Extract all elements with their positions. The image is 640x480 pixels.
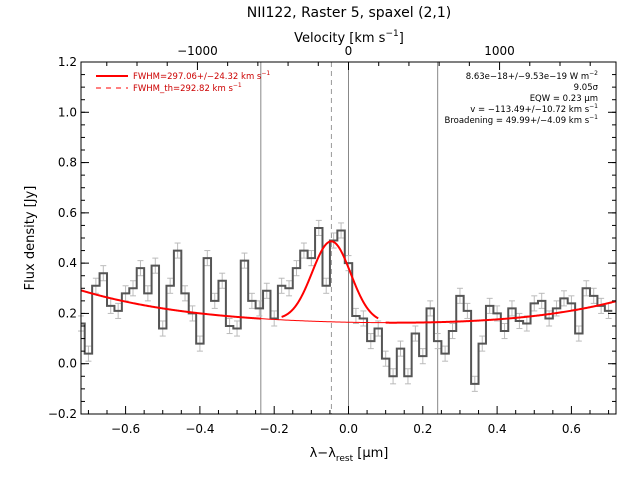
annotation-sigma: 9.05σ (574, 83, 599, 93)
annotation-flux: 8.63e−18+/−9.53e−19 W m−2 (466, 70, 598, 82)
y-tick-label-5: 0.8 (58, 156, 77, 170)
annotation-velocity: v = −113.49+/−10.72 km s−1 (470, 103, 598, 115)
y-tick-label-6: 1.0 (58, 105, 77, 119)
y-axis-label: Flux density [Jy] (23, 186, 38, 291)
x-tick-label-2: −0.2 (260, 422, 289, 436)
legend-label-fwhm: FWHM=297.06+/−24.32 km s−1 (133, 70, 270, 82)
continuum-fit-left (80, 289, 261, 320)
x-tick-label-3: 0.0 (339, 422, 358, 436)
annotation-broadening: Broadening = 49.99+/−4.09 km s−1 (445, 114, 599, 126)
top-tick-label-0: −1000 (177, 44, 218, 58)
gaussian-fit-line (281, 240, 379, 320)
reference-lines (260, 62, 439, 414)
fit-annotations: 8.63e−18+/−9.53e−19 W m−2 9.05σ EQW = 0.… (445, 70, 599, 126)
annotation-eqw: EQW = 0.23 μm (530, 94, 598, 104)
fit-curves (80, 240, 617, 324)
y-tick-label-0: −0.2 (48, 407, 77, 421)
y-tick-label-3: 0.4 (58, 256, 77, 270)
spectrum-series (81, 226, 613, 385)
x-tick-label-5: 0.4 (488, 422, 507, 436)
y-tick-label-1: 0.0 (58, 357, 77, 371)
axis-ticks: −0.6 −0.4 −0.2 0.0 0.2 0.4 0.6 −0.2 0.0 0.2 0.4 0.6… (48, 44, 616, 436)
top-tick-label-2: 1000 (484, 44, 515, 58)
x-tick-label-1: −0.4 (185, 422, 214, 436)
x-tick-label-6: 0.6 (562, 422, 581, 436)
x-axis-label: λ−λrest [μm] (310, 446, 389, 464)
legend-label-fwhm-th: FWHM_th=292.82 km s−1 (133, 82, 242, 94)
top-axis-label: Velocity [km s−1] (294, 29, 404, 46)
x-tick-label-0: −0.6 (111, 422, 140, 436)
x-tick-label-4: 0.2 (413, 422, 432, 436)
y-tick-label-2: 0.2 (58, 306, 77, 320)
continuum-fit-right (385, 300, 617, 324)
y-tick-label-4: 0.6 (58, 206, 77, 220)
y-tick-label-7: 1.2 (58, 55, 77, 69)
chart-title: NII122, Raster 5, spaxel (2,1) (247, 5, 452, 21)
top-tick-label-1: 0 (345, 44, 353, 58)
legend: FWHM=297.06+/−24.32 km s−1 FWHM_th=292.8… (96, 70, 270, 94)
spectrum-line (81, 226, 613, 385)
